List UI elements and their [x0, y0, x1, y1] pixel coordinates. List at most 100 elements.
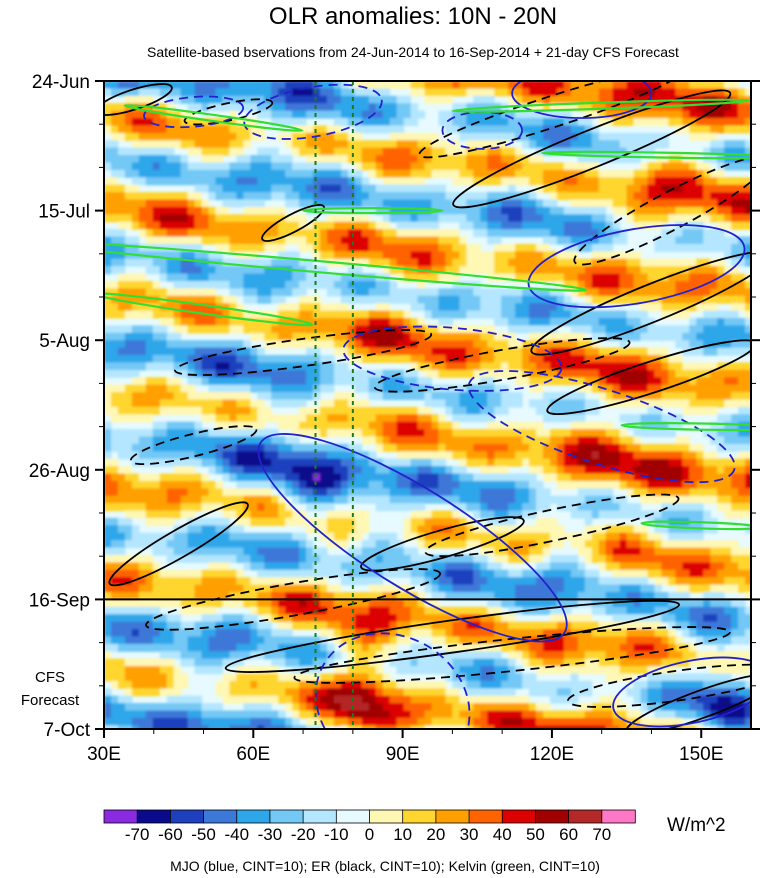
heatmap-cell: [375, 710, 384, 719]
heatmap-cell: [368, 221, 377, 230]
heatmap-cell: [445, 473, 453, 482]
heatmap-cell: [306, 569, 314, 578]
heatmap-cell: [396, 414, 405, 423]
heatmap-cell: [417, 488, 426, 497]
heatmap-cell: [354, 614, 363, 623]
heatmap-cell: [452, 325, 460, 334]
heatmap-cell: [333, 155, 342, 164]
heatmap-cell: [403, 243, 412, 252]
heatmap-cell: [236, 103, 244, 112]
heatmap-cell: [326, 184, 335, 193]
heatmap-cell: [340, 710, 349, 719]
heatmap-cell: [347, 325, 356, 334]
heatmap-cell: [480, 88, 488, 97]
heatmap-cell: [131, 658, 140, 667]
heatmap-cell: [535, 406, 544, 415]
heatmap-cell: [535, 725, 544, 729]
heatmap-cell: [285, 95, 293, 104]
heatmap-cell: [187, 236, 196, 245]
heatmap-cell: [542, 517, 551, 526]
heatmap-cell: [542, 169, 551, 178]
heatmap-cell: [124, 429, 133, 438]
heatmap-cell: [180, 547, 189, 556]
heatmap-cell: [382, 554, 391, 563]
heatmap-cell: [257, 332, 265, 341]
heatmap-cell: [410, 666, 419, 675]
heatmap-cell: [382, 369, 391, 378]
heatmap-cell: [173, 458, 182, 467]
heatmap-cell: [424, 251, 433, 260]
heatmap-cell: [306, 621, 314, 630]
heatmap-cell: [529, 399, 537, 408]
heatmap-cell: [145, 414, 154, 423]
heatmap-cell: [452, 243, 460, 252]
heatmap-cell: [354, 347, 363, 356]
heatmap-cell: [236, 377, 244, 386]
heatmap-cell: [278, 517, 286, 526]
heatmap-cell: [222, 473, 231, 482]
heatmap-cell: [110, 340, 119, 349]
heatmap-cell: [375, 251, 384, 260]
heatmap-cell: [326, 229, 335, 238]
heatmap-cell: [501, 221, 509, 230]
heatmap-cell: [480, 495, 488, 504]
heatmap-cell: [522, 591, 530, 600]
heatmap-cell: [515, 591, 523, 600]
heatmap-cell: [535, 118, 544, 127]
heatmap-cell: [104, 554, 112, 563]
heatmap-cell: [375, 355, 384, 364]
heatmap-cell: [138, 118, 147, 127]
heatmap-cell: [292, 725, 300, 729]
heatmap-cell: [299, 273, 307, 282]
heatmap-cell: [494, 214, 502, 223]
heatmap-cell: [257, 443, 265, 452]
heatmap-cell: [361, 451, 370, 460]
heatmap-cell: [522, 266, 530, 275]
heatmap-cell: [361, 295, 370, 304]
heatmap-cell: [159, 480, 168, 489]
heatmap-cell: [124, 503, 133, 512]
heatmap-cell: [501, 473, 509, 482]
heatmap-cell: [285, 288, 293, 297]
heatmap-cell: [208, 125, 217, 134]
heatmap-cell: [354, 710, 363, 719]
heatmap-cell: [368, 717, 377, 726]
heatmap-cell: [494, 717, 502, 726]
heatmap-cell: [104, 629, 112, 638]
heatmap-cell: [368, 621, 377, 630]
heatmap-cell: [389, 540, 398, 549]
heatmap-cell: [542, 525, 551, 534]
heatmap-cell: [403, 688, 412, 697]
heatmap-cell: [264, 488, 272, 497]
heatmap-cell: [104, 540, 112, 549]
heatmap-cell: [285, 229, 293, 238]
heatmap-cell: [382, 147, 391, 156]
heatmap-cell: [278, 606, 286, 615]
heatmap-cell: [522, 288, 530, 297]
heatmap-cell: [208, 362, 217, 371]
heatmap-cell: [306, 280, 314, 289]
heatmap-cell: [438, 540, 447, 549]
heatmap-cell: [549, 192, 558, 201]
heatmap-cell: [145, 384, 154, 393]
heatmap-cell: [354, 406, 363, 415]
heatmap-cell: [236, 325, 244, 334]
heatmap-cell: [306, 591, 314, 600]
heatmap-cell: [110, 399, 119, 408]
heatmap-cell: [110, 584, 119, 593]
heatmap-cell: [452, 392, 460, 401]
heatmap-cell: [361, 458, 370, 467]
heatmap-cell: [271, 192, 279, 201]
heatmap-cell: [271, 399, 279, 408]
heatmap-cell: [535, 621, 544, 630]
heatmap-cell: [250, 103, 258, 112]
heatmap-cell: [264, 214, 272, 223]
heatmap-cell: [278, 266, 286, 275]
heatmap-cell: [104, 310, 112, 319]
heatmap-cell: [445, 406, 453, 415]
heatmap-cell: [243, 717, 251, 726]
heatmap-cell: [445, 569, 453, 578]
heatmap-cell: [375, 325, 384, 334]
heatmap-cell: [194, 340, 203, 349]
heatmap-cell: [410, 406, 419, 415]
